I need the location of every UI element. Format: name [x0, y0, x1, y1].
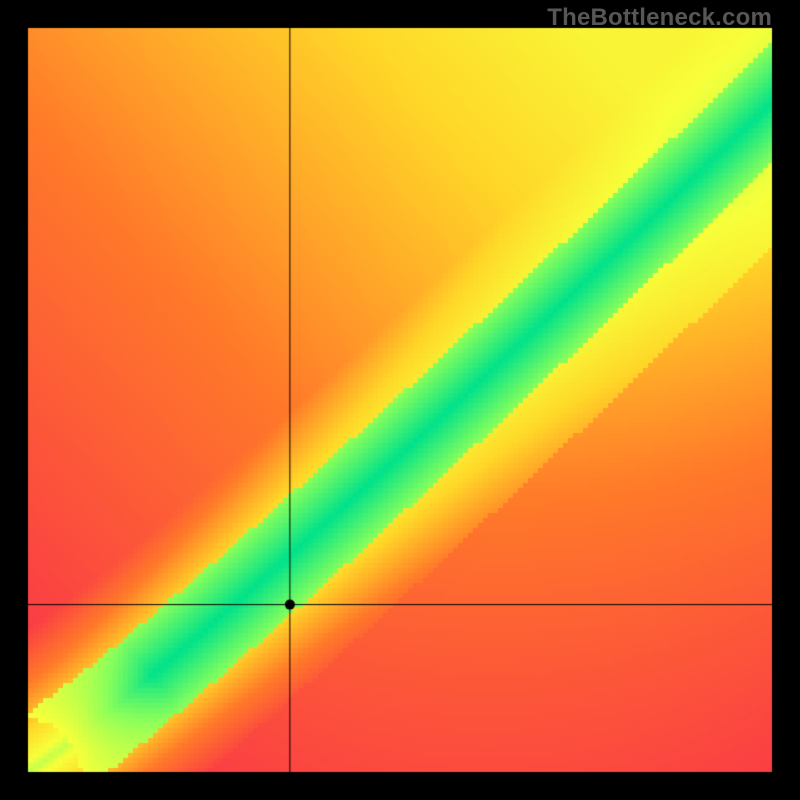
bottleneck-heatmap — [0, 0, 800, 800]
watermark-text: TheBottleneck.com — [547, 4, 772, 32]
